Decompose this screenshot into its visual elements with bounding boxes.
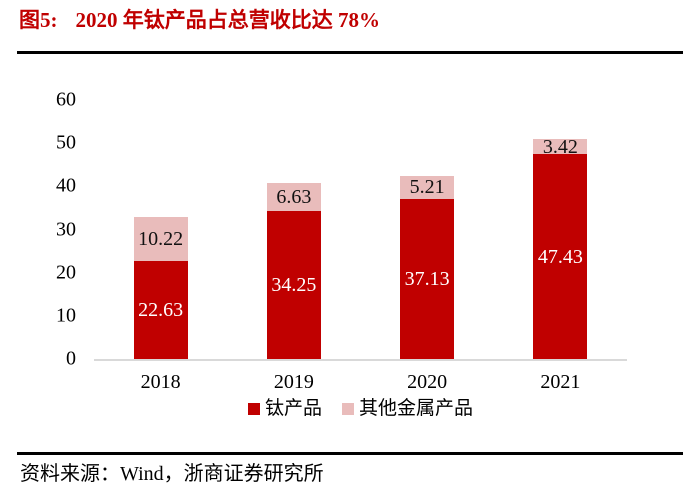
legend-swatch-icon: [342, 402, 354, 415]
bar-value-label: 37.13: [404, 267, 450, 290]
bar-segment: 47.43: [533, 154, 588, 359]
y-axis-tick-label: 60: [56, 88, 76, 111]
bar-value-label: 5.21: [409, 176, 445, 199]
bar-value-label: 6.63: [276, 185, 312, 208]
y-axis-tick-label: 50: [56, 131, 76, 154]
bar-segment: 6.63: [266, 182, 321, 212]
y-axis-tick-label: 10: [56, 304, 76, 327]
stacked-bar-2021: 3.42 47.43: [533, 135, 588, 359]
source-divider-line: [17, 452, 683, 455]
stacked-bar-2019: 6.63 34.25: [266, 182, 321, 359]
x-axis-category-label: 2018: [140, 371, 181, 393]
legend-item: 其他金属产品: [342, 399, 473, 418]
source-line: 资料来源：Wind，浙商证券研究所: [20, 463, 324, 485]
bar-segment: 3.42: [533, 135, 588, 158]
y-axis-tick-label: 30: [56, 218, 76, 241]
y-axis-tick-label: 20: [56, 261, 76, 284]
bar-value-label: 10.22: [138, 228, 184, 251]
stacked-bar-2018: 10.22 22.63: [133, 217, 188, 359]
y-axis-tick-label: 40: [56, 174, 76, 197]
bar-value-label: 3.42: [542, 135, 578, 158]
figure-title: 图5: 2020 年钛产品占总营收比达 78%: [19, 7, 380, 34]
figure-title-text: 2020 年钛产品占总营收比达 78%: [75, 8, 381, 32]
bar-segment: 37.13: [400, 198, 455, 359]
bar-value-label: 22.63: [138, 299, 184, 322]
x-axis-category-label: 2019: [273, 371, 314, 393]
legend-series-label: 其他金属产品: [359, 398, 474, 419]
x-axis-category-label: 2020: [407, 371, 448, 393]
x-axis-line: [94, 359, 627, 361]
legend-series-label: 钛产品: [264, 398, 322, 419]
legend-swatch-icon: [247, 402, 260, 415]
title-divider-line: [17, 51, 683, 54]
figure-number-label: 图5:: [19, 8, 58, 32]
legend-item: 钛产品: [247, 398, 322, 419]
stacked-bar-2020: 5.21 37.13: [400, 176, 455, 359]
y-axis-tick-label: 0: [66, 347, 76, 370]
chart-legend: 钛产品 其他金属产品: [94, 399, 627, 418]
bar-segment: 10.22: [133, 217, 188, 262]
bar-segment: 34.25: [266, 211, 321, 359]
bar-value-label: 47.43: [537, 245, 583, 268]
bar-segment: 22.63: [133, 261, 188, 359]
bar-value-label: 34.25: [271, 274, 317, 297]
x-axis-category-label: 2021: [540, 371, 581, 393]
bar-segment: 5.21: [400, 176, 455, 199]
